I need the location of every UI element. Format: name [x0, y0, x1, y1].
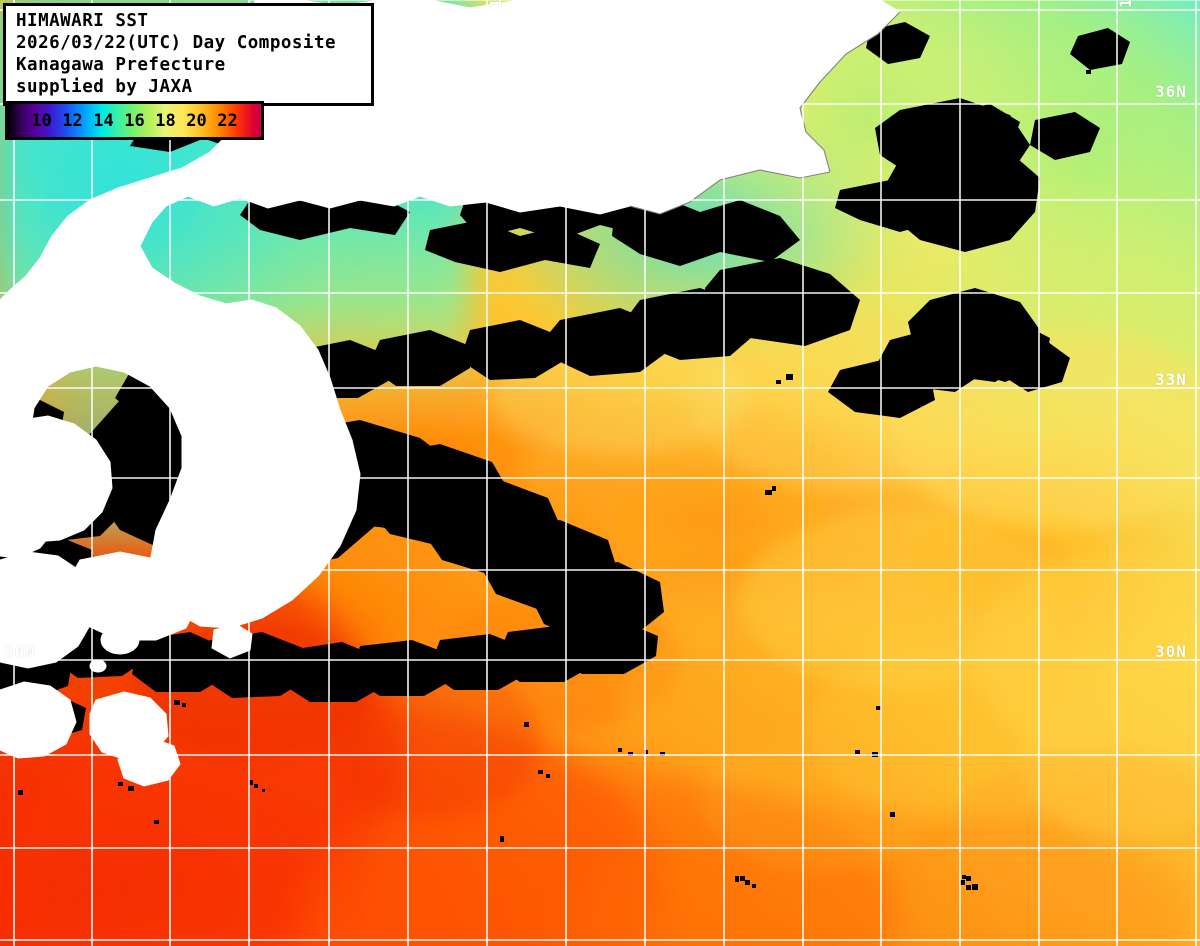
lon-label-144e: 144E: [1116, 0, 1135, 8]
title-line-product: HIMAWARI SST: [16, 11, 149, 31]
colorbar-tick: 22: [217, 110, 238, 131]
lat-label-36n-right: 36N: [1155, 82, 1187, 101]
colorbar-tick-labels: 10 12 14 16 18 20 22: [8, 104, 261, 137]
colorbar-gradient: [8, 104, 261, 137]
title-line-region: Kanagawa Prefecture: [16, 55, 226, 75]
title-line-provider: supplied by JAXA: [16, 77, 193, 97]
colorbar-tick: 12: [62, 110, 83, 131]
lat-label-30n-left: 30N: [4, 642, 36, 661]
land-mask: [0, 0, 1200, 787]
colorbar-tick: 20: [186, 110, 207, 131]
lon-label-136e: 136E: [486, 0, 505, 8]
colorbar-tick: 10: [31, 110, 52, 131]
lat-label-30n-right: 30N: [1155, 642, 1187, 661]
lat-label-33n-right: 33N: [1155, 370, 1187, 389]
colorbar-tick: 14: [93, 110, 114, 131]
coastline: [629, 11, 901, 215]
colorbar-tick: 16: [124, 110, 145, 131]
legend-panel: HIMAWARI SST 2026/03/22(UTC) Day Composi…: [3, 3, 374, 106]
sst-colorbar: 10 12 14 16 18 20 22: [5, 101, 264, 140]
title-box: HIMAWARI SST 2026/03/22(UTC) Day Composi…: [3, 3, 374, 106]
colorbar-tick: 18: [155, 110, 176, 131]
title-line-datetime: 2026/03/22(UTC) Day Composite: [16, 33, 337, 53]
